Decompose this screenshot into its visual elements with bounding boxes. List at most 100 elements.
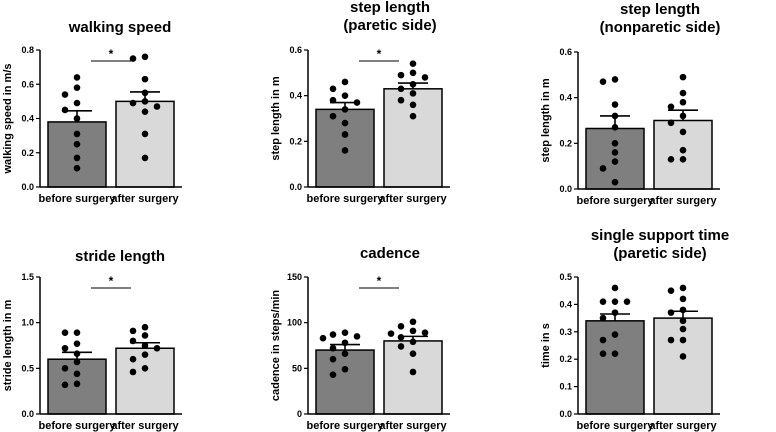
data-point [341, 92, 349, 99]
chart-title: (nonparetic side) [600, 19, 721, 36]
chart-title: single support time [591, 227, 729, 244]
data-point [397, 343, 405, 350]
category-label: after surgery [649, 420, 717, 432]
data-point [319, 334, 327, 342]
data-point [141, 89, 149, 97]
data-point [73, 84, 81, 91]
data-point [409, 80, 417, 88]
data-point [141, 108, 149, 115]
data-point [599, 314, 607, 322]
data-point [73, 350, 81, 358]
data-point [667, 119, 675, 127]
y-axis-label: walking speed in m/s [2, 63, 14, 174]
data-point [611, 309, 619, 316]
y-tick-label: 0.6 [559, 47, 572, 57]
y-tick-label: 0.8 [21, 45, 34, 55]
data-point [61, 329, 69, 337]
category-label: before surgery [576, 420, 654, 432]
data-point [61, 344, 69, 352]
category-label: before surgery [576, 195, 654, 207]
data-point [73, 130, 81, 138]
data-point [341, 329, 349, 337]
y-tick-label: 0.4 [559, 299, 572, 309]
data-point [341, 339, 349, 347]
data-point [341, 78, 349, 86]
data-point [329, 331, 337, 338]
data-point [409, 350, 417, 358]
data-point [141, 75, 149, 83]
significance-star: * [377, 47, 382, 61]
data-point [409, 69, 417, 77]
data-point [73, 329, 81, 337]
data-point [409, 101, 417, 109]
data-point [667, 309, 675, 316]
data-point [667, 336, 675, 344]
data-point [679, 353, 687, 360]
data-point [129, 99, 137, 107]
chart-panel-5: cadence cadence in steps/min 0 50 100 150 befo… [270, 245, 450, 432]
data-point [611, 140, 619, 147]
data-point [667, 103, 675, 111]
y-tick-label: 0.4 [289, 91, 302, 101]
data-point [73, 340, 81, 347]
chart-panel-3: step length(nonparetic side) step length … [540, 1, 720, 207]
data-point [409, 338, 417, 346]
data-point [341, 365, 349, 373]
data-point [679, 128, 687, 136]
data-point [611, 284, 619, 292]
data-point [409, 368, 417, 376]
data-point [679, 89, 687, 97]
data-point [129, 337, 137, 345]
data-point [667, 156, 675, 163]
data-point [141, 351, 149, 358]
data-point [421, 329, 429, 337]
data-point [679, 295, 687, 303]
data-point [329, 371, 337, 379]
data-point [679, 112, 687, 120]
data-point [61, 106, 69, 114]
data-point [73, 164, 81, 172]
data-point [611, 178, 619, 186]
data-point [679, 73, 687, 81]
chart-panel-6: single support time(paretic side) time in… [540, 227, 729, 432]
y-tick-label: 0.5 [21, 363, 34, 373]
y-tick-label: 0.2 [289, 136, 302, 146]
data-point [141, 98, 149, 105]
data-point [153, 344, 161, 352]
data-point [397, 71, 405, 79]
y-tick-label: 0.4 [559, 93, 572, 103]
data-point [397, 96, 405, 104]
category-label: after surgery [379, 193, 447, 205]
data-point [141, 154, 149, 162]
data-point [341, 106, 349, 113]
data-point [329, 112, 337, 120]
data-point [353, 333, 361, 340]
chart-panel-1: walking speed walking speed in m/s 0.0 0.2 0… [2, 19, 182, 205]
data-point [397, 85, 405, 93]
y-tick-label: 0.2 [559, 138, 572, 148]
data-point [129, 368, 137, 376]
data-point [73, 380, 81, 388]
y-tick-label: 0.0 [21, 409, 34, 419]
data-point [341, 119, 349, 127]
data-point [679, 146, 687, 154]
data-point [611, 298, 619, 305]
data-point [679, 306, 687, 314]
y-tick-label: 50 [292, 363, 302, 373]
chart-title: cadence [360, 245, 420, 262]
data-point [73, 358, 81, 366]
data-point [599, 350, 607, 358]
y-tick-label: 150 [287, 272, 302, 282]
data-point [61, 365, 69, 372]
data-point [61, 381, 69, 389]
data-point [141, 332, 149, 339]
y-tick-label: 0.1 [559, 382, 572, 392]
data-point [611, 149, 619, 156]
data-point [153, 103, 161, 110]
data-point [73, 99, 81, 107]
data-point [397, 323, 405, 330]
y-tick-label: 0.0 [21, 182, 34, 192]
data-point [73, 370, 81, 378]
chart-title: step length [620, 1, 700, 18]
data-point [141, 365, 149, 372]
